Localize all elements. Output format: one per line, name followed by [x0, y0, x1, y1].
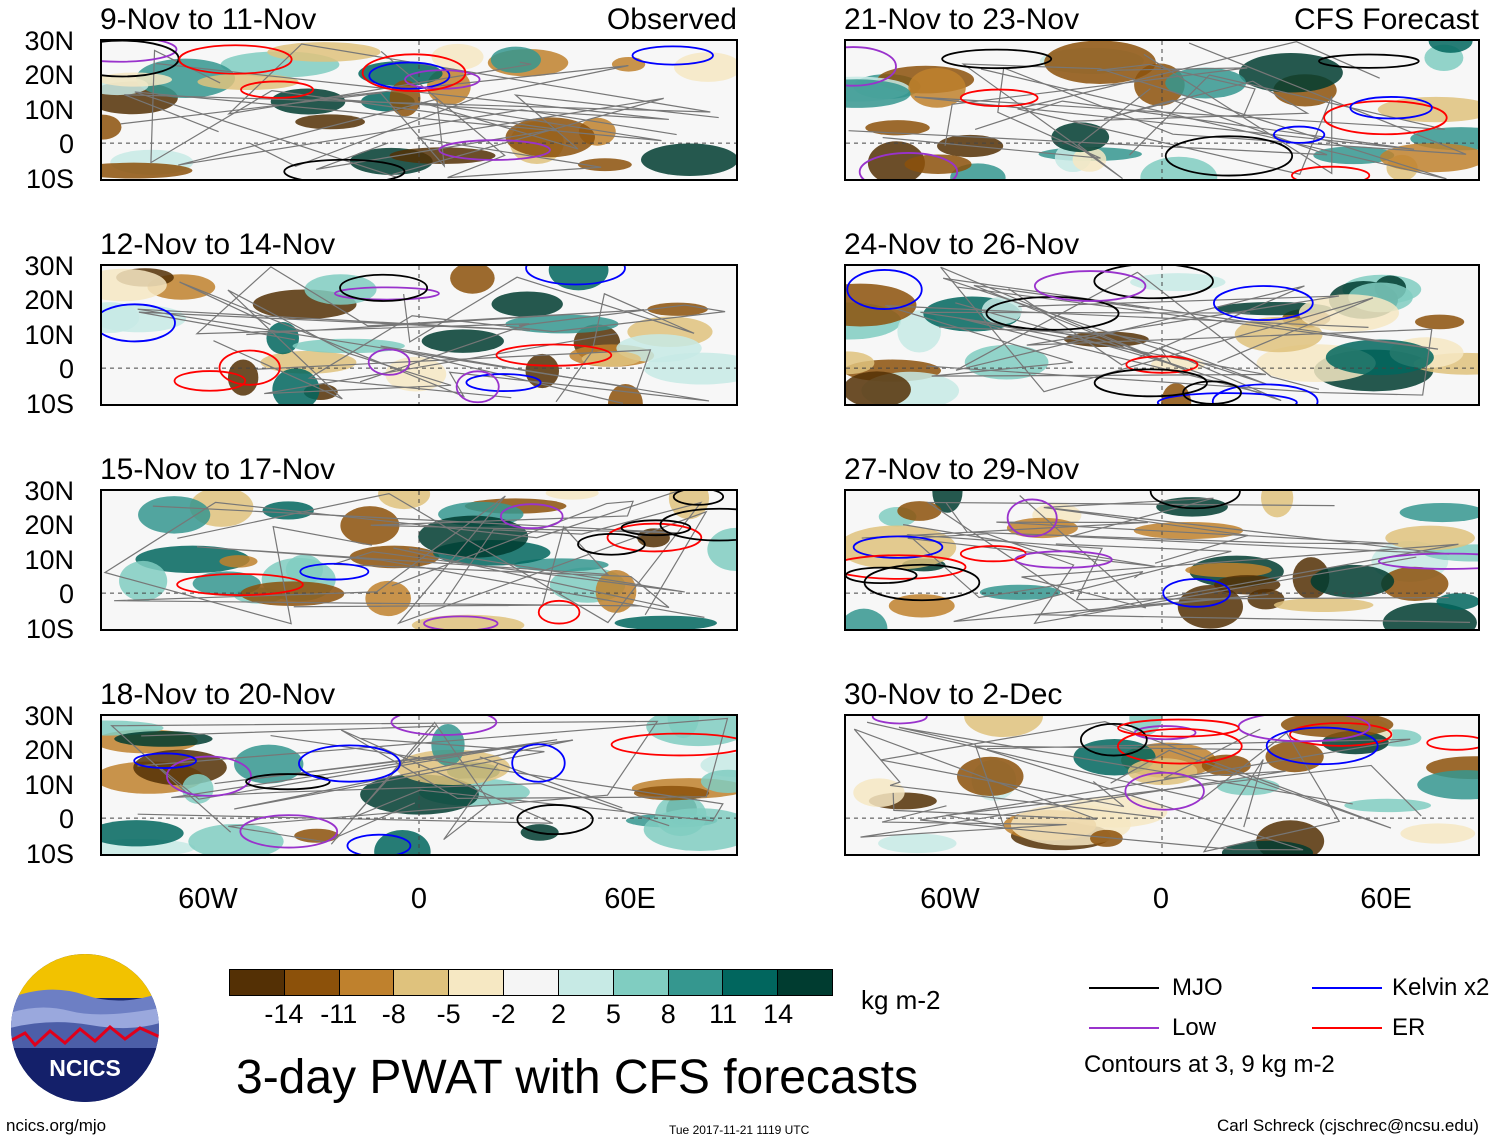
lat-label: 0	[58, 579, 74, 609]
legend-line-kelvin	[1312, 987, 1382, 989]
legend-label-kelvin: Kelvin x2	[1392, 974, 1490, 1001]
legend-line-mjo	[1089, 987, 1159, 989]
colorbar-swatch	[778, 970, 832, 995]
panel-title: 30-Nov to 2-Dec	[844, 678, 1063, 711]
colorbar-tick-label: -8	[381, 999, 406, 1029]
footer-author: Carl Schreck (cjschrec@ncsu.edu)	[1217, 1116, 1479, 1135]
legend-note: Contours at 3, 9 kg m-2	[1084, 1051, 1335, 1078]
colorbar-tick-label: -5	[436, 999, 461, 1029]
pwat-map-panel	[844, 264, 1480, 406]
lat-label: 10N	[24, 770, 74, 800]
lat-label: 0	[58, 129, 74, 159]
colorbar-tick-label: 11	[709, 999, 738, 1029]
panel-title: 24-Nov to 26-Nov	[844, 228, 1080, 261]
colorbar-swatch	[558, 970, 614, 995]
colorbar	[229, 969, 833, 996]
colorbar-tick-label: 14	[763, 999, 794, 1029]
colorbar-swatch	[230, 970, 285, 995]
colorbar-tick-label: -11	[320, 999, 358, 1029]
panel-title: 9-Nov to 11-Nov	[100, 3, 317, 36]
colorbar-tick-label: 2	[550, 999, 566, 1029]
lat-label: 10N	[24, 320, 74, 350]
map-field	[102, 41, 736, 179]
colorbar-swatch	[339, 970, 395, 995]
colorbar-swatch	[284, 970, 340, 995]
pwat-map-panel	[844, 489, 1480, 631]
lat-label: 30N	[24, 251, 74, 281]
panel-title: 15-Nov to 17-Nov	[100, 453, 336, 486]
colorbar-swatch	[668, 970, 724, 995]
lat-label: 10S	[25, 164, 74, 194]
lat-label: 10S	[25, 389, 74, 419]
panel-tag-forecast: CFS Forecast	[1293, 3, 1479, 36]
panel-tag-observed: Observed	[606, 3, 737, 36]
lat-label: 30N	[24, 26, 74, 56]
pwat-map-panel	[100, 39, 738, 181]
colorbar-tick-label: -2	[491, 999, 516, 1029]
legend-label-low: Low	[1172, 1014, 1217, 1041]
legend-line-low	[1089, 1027, 1159, 1029]
footer-timestamp: Tue 2017-11-21 1119 UTC	[669, 1123, 810, 1137]
map-field	[102, 716, 736, 854]
lat-label: 10S	[25, 839, 74, 869]
pwat-map-panel	[100, 714, 738, 856]
colorbar-units: kg m-2	[861, 985, 941, 1015]
ncics-logo: NCICS	[11, 954, 159, 1102]
colorbar-tick-label: 8	[660, 999, 676, 1029]
pwat-map-panel	[844, 39, 1480, 181]
lon-label: 60E	[1360, 883, 1412, 915]
lat-label: 0	[58, 354, 74, 384]
legend-label-mjo: MJO	[1172, 974, 1223, 1001]
map-field	[102, 491, 736, 629]
pwat-map-panel	[100, 489, 738, 631]
colorbar-swatch	[449, 970, 505, 995]
lat-label: 10S	[25, 614, 74, 644]
legend-line-er	[1312, 1027, 1382, 1029]
panel-title: 18-Nov to 20-Nov	[100, 678, 336, 711]
lon-label: 60W	[920, 883, 980, 915]
panel-title: 12-Nov to 14-Nov	[100, 228, 336, 261]
lon-label: 0	[1152, 883, 1170, 915]
map-field	[102, 266, 736, 404]
lat-label: 10N	[24, 95, 74, 125]
lat-label: 20N	[24, 285, 74, 315]
map-field	[846, 266, 1478, 404]
map-field	[846, 716, 1478, 854]
colorbar-swatch	[504, 970, 559, 995]
lon-label: 60W	[178, 883, 238, 915]
legend-label-er: ER	[1392, 1014, 1426, 1041]
colorbar-swatch	[723, 970, 779, 995]
colorbar-tick-label: -14	[264, 999, 304, 1029]
lat-label: 10N	[24, 545, 74, 575]
pwat-map-panel	[844, 714, 1480, 856]
lat-label: 30N	[24, 701, 74, 731]
map-field	[846, 491, 1478, 629]
lon-label: 0	[410, 883, 428, 915]
lat-label: 20N	[24, 510, 74, 540]
footer-url[interactable]: ncics.org/mjo	[6, 1116, 107, 1135]
map-field	[846, 41, 1478, 179]
lat-label: 20N	[24, 60, 74, 90]
lat-label: 30N	[24, 476, 74, 506]
logo-text: NCICS	[49, 1055, 121, 1081]
chart-title: 3-day PWAT with CFS forecasts	[236, 1051, 918, 1104]
panel-title: 21-Nov to 23-Nov	[844, 3, 1080, 36]
colorbar-swatch	[613, 970, 669, 995]
colorbar-swatch	[394, 970, 450, 995]
colorbar-tick-label: 5	[605, 999, 621, 1029]
lat-label: 20N	[24, 735, 74, 765]
pwat-map-panel	[100, 264, 738, 406]
panel-title: 27-Nov to 29-Nov	[844, 453, 1080, 486]
lat-label: 0	[58, 804, 74, 834]
lon-label: 60E	[604, 883, 656, 915]
